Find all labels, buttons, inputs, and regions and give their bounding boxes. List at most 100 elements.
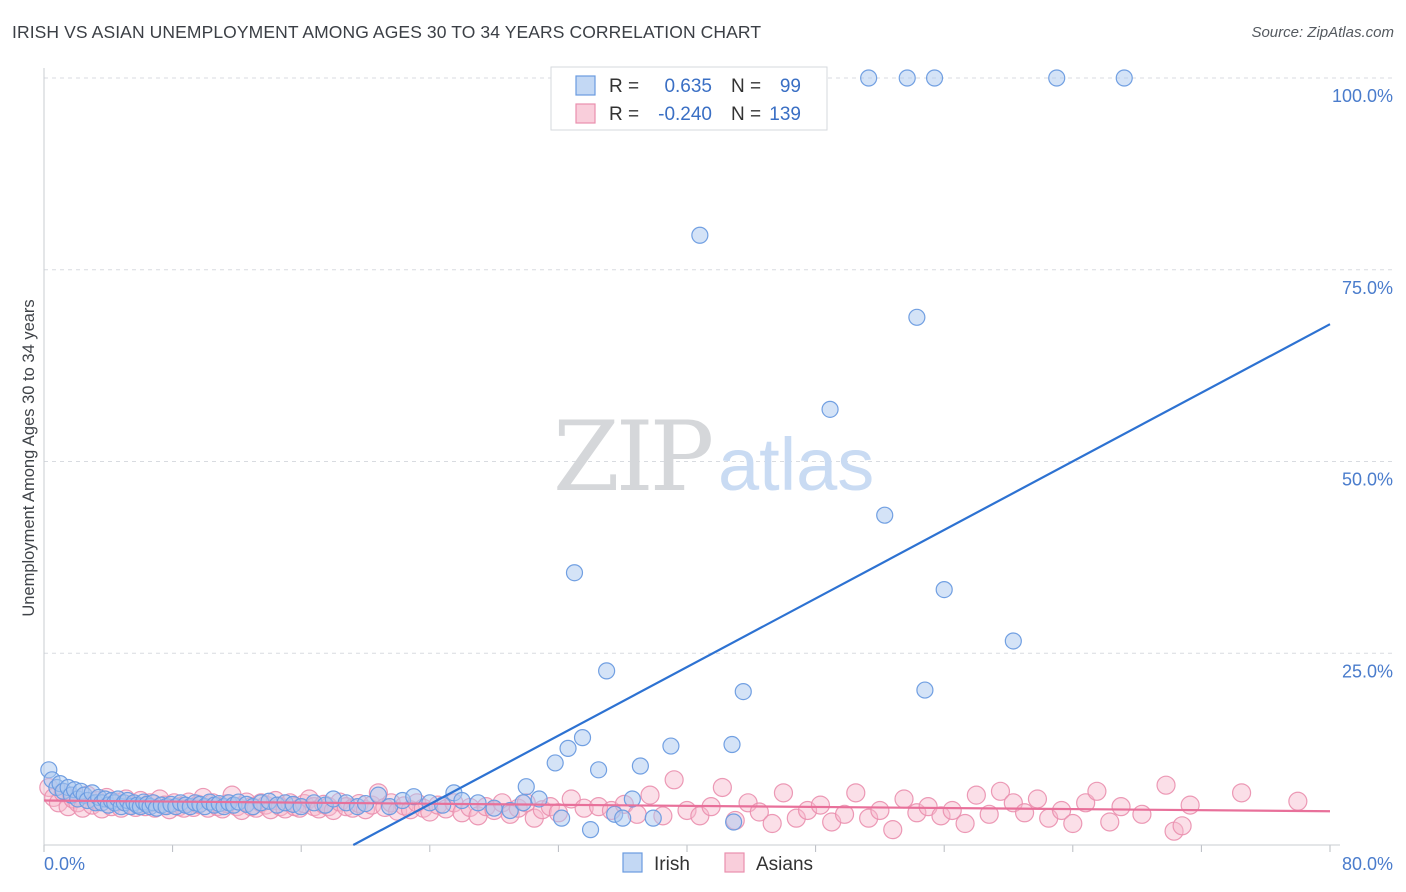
legend-irish-n-value: 99 (780, 76, 801, 97)
legend-asians-swatch (575, 103, 596, 124)
irish-point (573, 729, 592, 747)
irish-point (598, 662, 616, 680)
legend-irish-swatch (575, 75, 596, 96)
asians-trend-line (43, 799, 1331, 813)
irish-point (485, 799, 503, 817)
x-tick-label-min: 0.0% (44, 854, 85, 874)
x-tick-label-max: 80.0% (1342, 854, 1393, 874)
asians-point (966, 785, 986, 805)
legend-irish-n-label: N = (731, 76, 761, 97)
asians-point (810, 795, 831, 815)
asians-point (894, 789, 914, 809)
irish-point (821, 400, 839, 418)
asians-point (1172, 816, 1192, 836)
series-legend-asians-label: Asians (756, 854, 813, 875)
irish-point (734, 682, 752, 701)
legend-asians-r-label: R = (609, 104, 639, 125)
asians-point (588, 797, 609, 817)
asians-point (1180, 795, 1200, 815)
asians-point (1132, 804, 1152, 824)
irish-point (631, 757, 649, 775)
irish-point (691, 226, 709, 244)
irish-point (662, 737, 680, 755)
legend-irish-r-value: 0.635 (664, 76, 712, 97)
asians-point (712, 777, 732, 798)
irish-point (876, 506, 894, 524)
irish-trend-line (352, 323, 1331, 846)
asians-point (1156, 775, 1176, 795)
watermark: ZIP atlas (553, 401, 874, 513)
irish-point (614, 809, 632, 827)
asians-point (883, 820, 903, 840)
y-tick-label-1: 50.0% (1342, 470, 1393, 490)
irish-point (553, 809, 571, 827)
asians-point (762, 813, 782, 834)
asians-point (979, 804, 999, 824)
irish-point (860, 69, 878, 87)
legend-asians-n-value: 139 (769, 104, 801, 125)
asians-point (664, 770, 684, 790)
irish-point (469, 794, 487, 812)
y-tick-label-0: 25.0% (1342, 661, 1393, 681)
asians-point (574, 798, 594, 818)
asians-point (942, 800, 962, 821)
asians-point (859, 808, 879, 828)
irish-point (916, 681, 934, 699)
irish-point (723, 735, 741, 754)
legend-box (550, 66, 828, 131)
irish-point (898, 69, 916, 87)
irish-point (1048, 69, 1066, 87)
y-tick-label-2: 75.0% (1342, 278, 1393, 298)
irish-point (517, 778, 535, 796)
correlation-legend: R = 0.635 N = 99 R = -0.240 N = 139 (550, 66, 828, 131)
irish-point (908, 308, 926, 326)
asians-point (990, 781, 1011, 801)
irish-point (1115, 69, 1133, 87)
asians-point (640, 785, 660, 805)
irish-point (514, 794, 532, 812)
irish-point (559, 739, 577, 757)
asians-point (1100, 812, 1120, 832)
asians-point (846, 783, 866, 803)
source-credit: Source: ZipAtlas.com (1251, 24, 1394, 41)
y-tick-label-3: 100.0% (1332, 86, 1393, 106)
asians-point (1231, 783, 1252, 803)
asians-point (931, 806, 951, 826)
asians-point (773, 783, 794, 803)
irish-point (581, 821, 600, 839)
irish-point (925, 69, 944, 87)
y-tick-labels: 25.0% 50.0% 75.0% 100.0% (1332, 86, 1393, 681)
asians-point (870, 800, 890, 821)
irish-point (405, 788, 423, 806)
asians-point (1288, 791, 1308, 811)
y-axis-label: Unemployment Among Ages 30 to 34 years (20, 299, 38, 616)
legend-asians-n-label: N = (731, 104, 761, 125)
asians-point (1051, 800, 1072, 821)
irish-point (589, 761, 608, 779)
watermark-zip: ZIP (553, 401, 712, 513)
series-legend-irish-swatch (622, 852, 643, 873)
series-legend-irish-label: Irish (654, 854, 690, 875)
legend-asians-r-value: -0.240 (658, 104, 712, 125)
asians-point (1014, 803, 1035, 823)
chart-title: IRISH VS ASIAN UNEMPLOYMENT AMONG AGES 3… (12, 22, 762, 42)
irish-point (501, 801, 519, 820)
irish-point (546, 754, 564, 772)
irish-point (623, 790, 641, 808)
asians-point (1087, 781, 1107, 801)
asians-point (1063, 813, 1083, 834)
asians-point (834, 804, 855, 824)
irish-point (935, 580, 953, 599)
series-legend-asians-swatch (724, 852, 745, 873)
irish-point (1004, 632, 1022, 650)
asians-point (1111, 797, 1131, 817)
asians-point (955, 813, 975, 834)
irish-point (565, 564, 584, 582)
irish-point (644, 809, 662, 827)
asians-point (786, 808, 806, 828)
series-legend: Irish Asians (622, 852, 813, 875)
watermark-atlas: atlas (718, 423, 874, 506)
asians-point (1076, 793, 1096, 813)
